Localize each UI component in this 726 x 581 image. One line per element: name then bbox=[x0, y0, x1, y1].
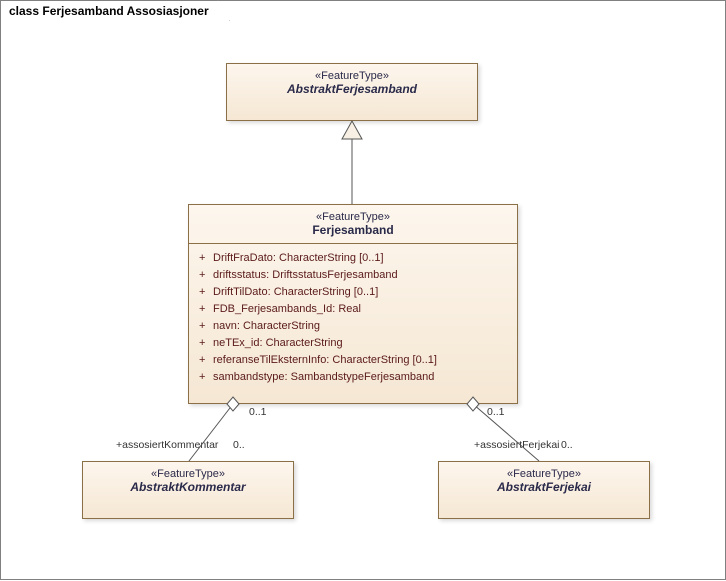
attribute-row: +navn: CharacterString bbox=[199, 318, 507, 335]
attribute-row: +neTEx_id: CharacterString bbox=[199, 335, 507, 352]
generalization-arrow bbox=[342, 121, 362, 204]
attribute-text: referanseTilEksternInfo: CharacterString… bbox=[213, 354, 437, 366]
visibility: + bbox=[199, 250, 213, 267]
stereotype: «FeatureType» bbox=[93, 468, 283, 480]
attribute-text: FDB_Ferjesambands_Id: Real bbox=[213, 303, 361, 315]
attribute-text: DriftFraDato: CharacterString [0..1] bbox=[213, 252, 384, 264]
frame-title: class Ferjesamband Assosiasjoner bbox=[9, 4, 209, 18]
class-abstrakt-kommentar: «FeatureType» AbstraktKommentar bbox=[82, 461, 294, 519]
role-label: +assosiertKommentar bbox=[116, 439, 218, 451]
class-name: AbstraktFerjekai bbox=[449, 480, 639, 494]
attribute-row: +DriftFraDato: CharacterString [0..1] bbox=[199, 250, 507, 267]
class-header: «FeatureType» Ferjesamband bbox=[189, 205, 517, 243]
class-abstrakt-ferjekai: «FeatureType» AbstraktFerjekai bbox=[438, 461, 650, 519]
class-name: AbstraktKommentar bbox=[93, 480, 283, 494]
class-header: «FeatureType» AbstraktFerjekai bbox=[439, 462, 649, 500]
class-name: AbstraktFerjesamband bbox=[237, 82, 467, 96]
attribute-text: sambandstype: SambandstypeFerjesamband bbox=[213, 371, 434, 383]
visibility: + bbox=[199, 301, 213, 318]
multiplicity-label: 0.. bbox=[233, 439, 245, 451]
attribute-text: neTEx_id: CharacterString bbox=[213, 337, 343, 349]
attribute-text: DriftTilDato: CharacterString [0..1] bbox=[213, 286, 378, 298]
visibility: + bbox=[199, 284, 213, 301]
visibility: + bbox=[199, 335, 213, 352]
attribute-text: navn: CharacterString bbox=[213, 320, 320, 332]
class-ferjesamband: «FeatureType» Ferjesamband +DriftFraDato… bbox=[188, 204, 518, 404]
multiplicity-label: 0..1 bbox=[249, 406, 267, 418]
multiplicity-label: 0.. bbox=[561, 439, 573, 451]
frame-title-tab: class Ferjesamband Assosiasjoner bbox=[0, 0, 230, 21]
attribute-row: +sambandstype: SambandstypeFerjesamband bbox=[199, 369, 507, 386]
class-abstrakt-ferjesamband: «FeatureType» AbstraktFerjesamband bbox=[226, 63, 478, 121]
visibility: + bbox=[199, 369, 213, 386]
attribute-row: +FDB_Ferjesambands_Id: Real bbox=[199, 301, 507, 318]
attribute-row: +DriftTilDato: CharacterString [0..1] bbox=[199, 284, 507, 301]
visibility: + bbox=[199, 352, 213, 369]
class-header: «FeatureType» AbstraktKommentar bbox=[83, 462, 293, 500]
attribute-text: driftsstatus: DriftsstatusFerjesamband bbox=[213, 269, 398, 281]
visibility: + bbox=[199, 318, 213, 335]
multiplicity-label: 0..1 bbox=[487, 406, 505, 418]
diagram-frame: class Ferjesamband Assosiasjoner «Featur… bbox=[0, 0, 726, 580]
attribute-row: +referanseTilEksternInfo: CharacterStrin… bbox=[199, 352, 507, 369]
attribute-row: +driftsstatus: DriftsstatusFerjesamband bbox=[199, 267, 507, 284]
class-name: Ferjesamband bbox=[199, 223, 507, 237]
role-label: +assosiertFerjekai bbox=[474, 439, 560, 451]
stereotype: «FeatureType» bbox=[199, 211, 507, 223]
attribute-compartment: +DriftFraDato: CharacterString [0..1]+dr… bbox=[189, 244, 517, 392]
class-header: «FeatureType» AbstraktFerjesamband bbox=[227, 64, 477, 102]
stereotype: «FeatureType» bbox=[237, 70, 467, 82]
stereotype: «FeatureType» bbox=[449, 468, 639, 480]
visibility: + bbox=[199, 267, 213, 284]
